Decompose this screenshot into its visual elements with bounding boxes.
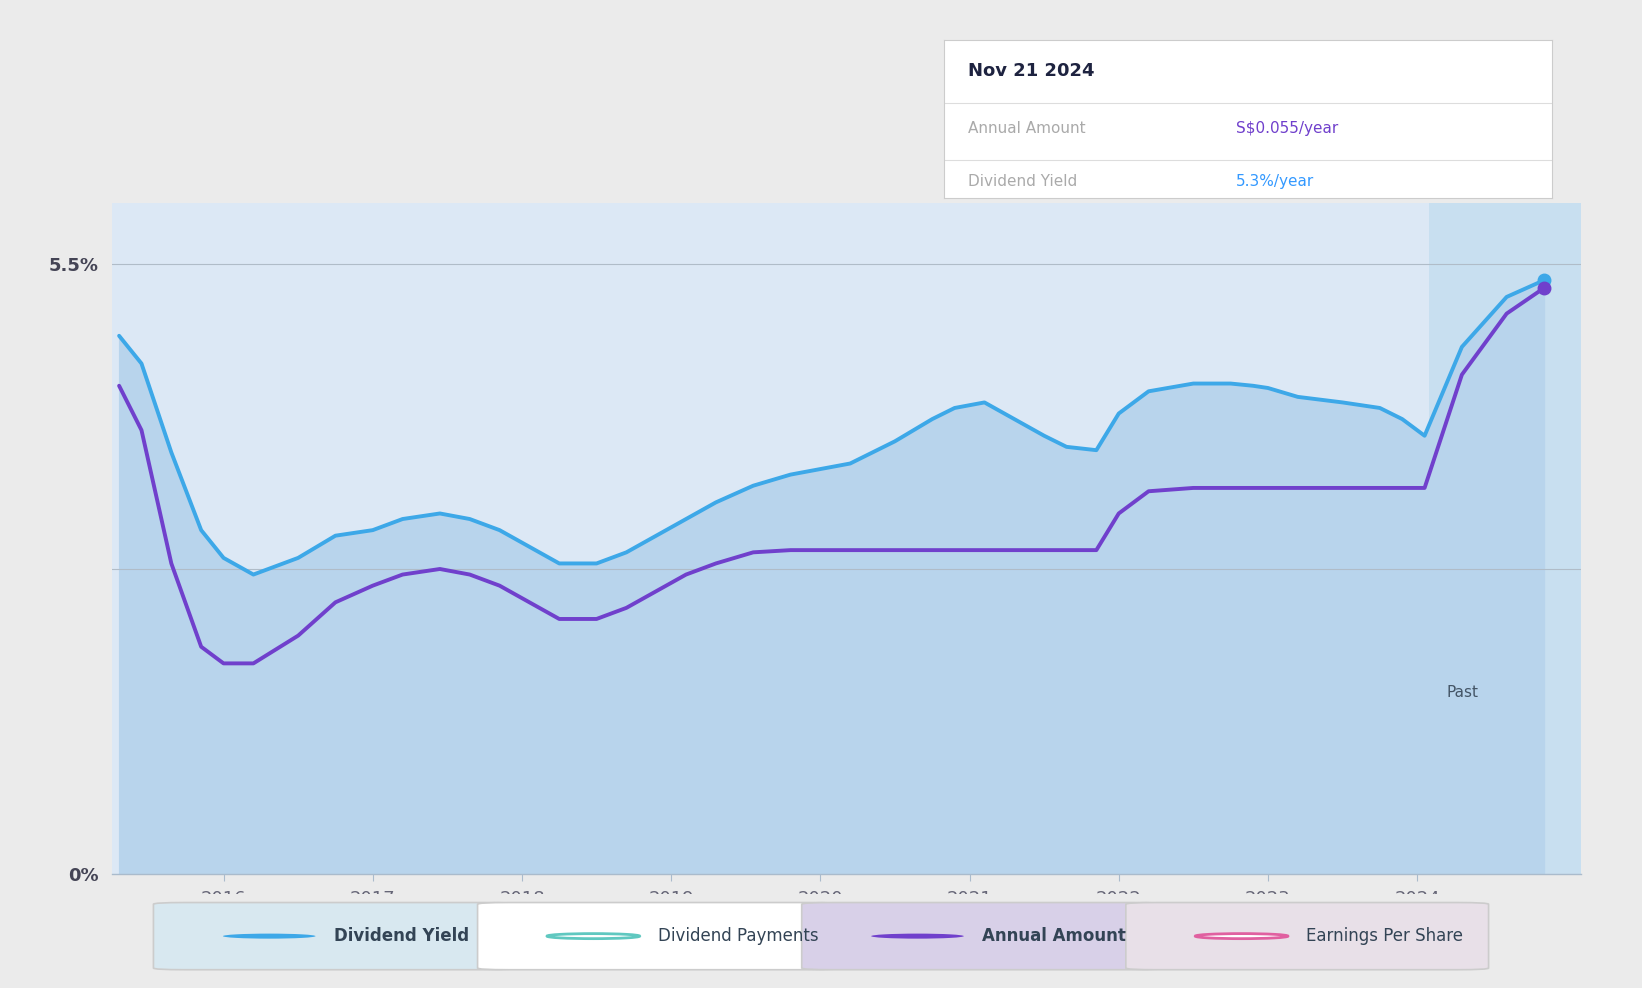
FancyBboxPatch shape — [1126, 903, 1489, 970]
Circle shape — [547, 934, 640, 939]
Text: 5.3%/year: 5.3%/year — [1236, 174, 1314, 190]
Circle shape — [1195, 934, 1287, 939]
Text: Earnings Per Share: Earnings Per Share — [1307, 927, 1463, 946]
Circle shape — [223, 934, 315, 939]
Bar — [1429, 203, 1581, 874]
Text: Dividend Yield: Dividend Yield — [333, 927, 470, 946]
Circle shape — [872, 934, 964, 939]
FancyBboxPatch shape — [153, 903, 516, 970]
FancyBboxPatch shape — [478, 903, 841, 970]
Text: S$0.055/year: S$0.055/year — [1236, 121, 1338, 135]
Text: Annual Amount: Annual Amount — [982, 927, 1126, 946]
Text: Past: Past — [1447, 686, 1479, 700]
Text: Nov 21 2024: Nov 21 2024 — [969, 62, 1095, 80]
Text: Annual Amount: Annual Amount — [969, 121, 1085, 135]
Text: Dividend Payments: Dividend Payments — [658, 927, 819, 946]
Text: Dividend Yield: Dividend Yield — [969, 174, 1077, 190]
FancyBboxPatch shape — [801, 903, 1164, 970]
